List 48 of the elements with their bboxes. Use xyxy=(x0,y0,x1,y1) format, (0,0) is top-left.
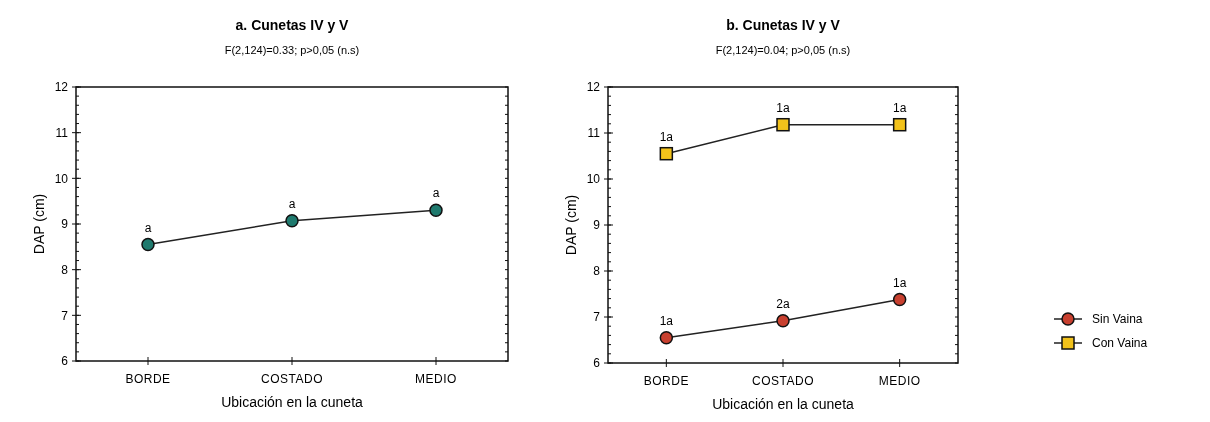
x-tick-label: COSTADO xyxy=(752,374,814,388)
annotation: 1a xyxy=(659,313,674,328)
legend-label: Sin Vaina xyxy=(1092,312,1143,327)
y-tick-label: 7 xyxy=(593,310,601,325)
x-tick-label: MEDIO xyxy=(878,374,921,388)
annotation: a xyxy=(288,196,296,211)
y-tick-label: 8 xyxy=(593,264,601,279)
y-tick-label: 8 xyxy=(61,262,69,277)
annotation: 1a xyxy=(892,100,907,115)
annotation: 1a xyxy=(892,275,907,290)
y-tick-label: 11 xyxy=(55,125,69,140)
y-tick-label: 6 xyxy=(593,356,601,371)
point xyxy=(659,146,674,161)
point xyxy=(776,117,790,132)
annotation: a xyxy=(144,220,152,235)
y-axis-title: DAP (cm) xyxy=(563,194,579,256)
y-tick-label: 9 xyxy=(593,218,601,233)
point xyxy=(429,203,443,218)
point xyxy=(892,117,907,132)
x-tick-label: COSTADO xyxy=(261,372,323,386)
x-tick-label: BORDE xyxy=(643,374,689,388)
x-tick-label: BORDE xyxy=(125,372,171,386)
y-tick-label: 12 xyxy=(586,80,601,95)
y-tick-label: 6 xyxy=(61,354,69,369)
annotation: 2a xyxy=(776,296,790,311)
x-axis-title: Ubicación en la cuneta xyxy=(221,394,364,410)
chart-title: b. Cunetas IV y V xyxy=(726,17,841,33)
y-tick-label: 11 xyxy=(587,126,601,141)
chart-title: a. Cunetas IV y V xyxy=(235,17,350,33)
annotation: a xyxy=(432,186,440,201)
annotation: 1a xyxy=(659,129,674,144)
chart-subtitle: F(2,124)=0.04; p>0,05 (n.s) xyxy=(715,44,851,56)
chart-subtitle: F(2,124)=0.33; p>0,05 (n.s) xyxy=(224,44,360,56)
annotation: 1a xyxy=(776,100,790,115)
point xyxy=(659,330,674,345)
point xyxy=(141,237,155,252)
y-tick-label: 10 xyxy=(54,171,69,186)
y-axis-title: DAP (cm) xyxy=(31,193,47,255)
point xyxy=(776,313,790,328)
y-tick-label: 10 xyxy=(586,172,601,187)
y-tick-label: 7 xyxy=(61,308,69,323)
y-tick-label: 12 xyxy=(54,80,69,95)
point xyxy=(285,214,299,228)
legend-label: Con Vaina xyxy=(1092,336,1148,351)
point xyxy=(892,292,907,307)
x-tick-label: MEDIO xyxy=(415,372,457,386)
x-axis-title: Ubicación en la cuneta xyxy=(712,396,855,412)
y-tick-label: 9 xyxy=(61,217,69,232)
